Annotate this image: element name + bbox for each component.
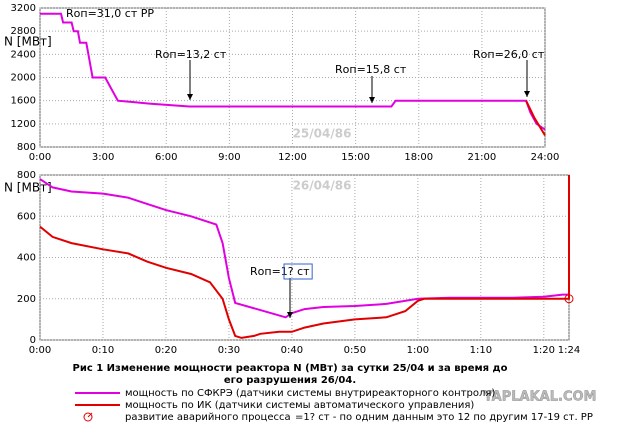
x-tick-label: 0:30 [218, 345, 240, 356]
x-tick-label: 1:24 [558, 345, 580, 356]
legend-icon [87, 412, 93, 418]
y-tick-label: 1600 [11, 96, 36, 107]
y-tick-label: 400 [17, 253, 36, 264]
y-tick-label: 200 [17, 294, 36, 305]
y-tick-label: 600 [17, 211, 36, 222]
x-tick-label: 1:00 [407, 345, 429, 356]
legend-label: мощность по СФКРЭ (датчики системы внутр… [125, 388, 495, 399]
y-tick-label: 3200 [11, 3, 36, 14]
annotation: Rоп=15,8 ст [335, 63, 407, 76]
x-tick-label: 0:00 [29, 152, 51, 163]
y-tick-label: 800 [17, 170, 36, 181]
watermark: 25/04/86 [293, 127, 352, 141]
watermark: YAPLAKAL.COM [483, 390, 597, 405]
x-tick-label: 0:50 [344, 345, 366, 356]
y-tick-label: 2000 [11, 73, 36, 84]
y-axis-label: N [МВт] [4, 181, 52, 195]
x-tick-label: 12:00 [278, 152, 307, 163]
x-tick-label: 0:10 [92, 345, 114, 356]
arrow-head [187, 94, 193, 100]
x-tick-label: 18:00 [404, 152, 433, 163]
legend-note: развитие аварийного процесса [125, 412, 291, 423]
x-tick-label: 1:10 [470, 345, 492, 356]
legend-icon [83, 412, 93, 422]
y-tick-label: 1200 [11, 119, 36, 130]
line [39, 175, 570, 339]
line [40, 12, 546, 131]
annotation-box [283, 263, 313, 280]
x-tick-label: 1:20 [533, 345, 555, 356]
annotation: Rоп=13,2 ст [155, 48, 227, 61]
annotation: Rоп=31,0 ст РР [66, 7, 154, 20]
annotation: Rоп=26,0 ст [473, 48, 545, 61]
legend-note: =1? ст - по одним данным это 12 по други… [295, 412, 593, 423]
y-tick-label: 2800 [11, 26, 36, 37]
x-tick-label: 9:00 [218, 152, 240, 163]
caption: его разрушения 26/04. [224, 375, 356, 386]
x-tick-label: 15:00 [341, 152, 370, 163]
x-tick-label: 3:00 [92, 152, 114, 163]
x-tick-label: 0:20 [155, 345, 177, 356]
marker [564, 294, 574, 304]
legend-label: мощность по ИК (датчики системы автомати… [125, 400, 474, 411]
arrow-head [287, 312, 293, 318]
x-tick-label: 6:00 [155, 152, 177, 163]
arrow-head [524, 91, 530, 97]
caption: Рис 1 Изменение мощности реактора N (МВт… [73, 363, 508, 374]
y-tick-label: 800 [17, 142, 36, 153]
line [39, 178, 569, 319]
x-tick-label: 0:00 [29, 345, 51, 356]
y-tick-label: 2400 [11, 49, 36, 60]
x-tick-label: 0:40 [281, 345, 303, 356]
y-axis-label: N [МВт] [4, 35, 52, 49]
x-tick-label: 24:00 [531, 152, 560, 163]
watermark: 26/04/86 [293, 179, 352, 193]
y-tick-label: 0 [30, 335, 36, 346]
x-tick-label: 21:00 [467, 152, 496, 163]
arrow-head [369, 97, 375, 103]
line [525, 100, 546, 136]
annotation: Rоп=1? ст [250, 265, 310, 278]
